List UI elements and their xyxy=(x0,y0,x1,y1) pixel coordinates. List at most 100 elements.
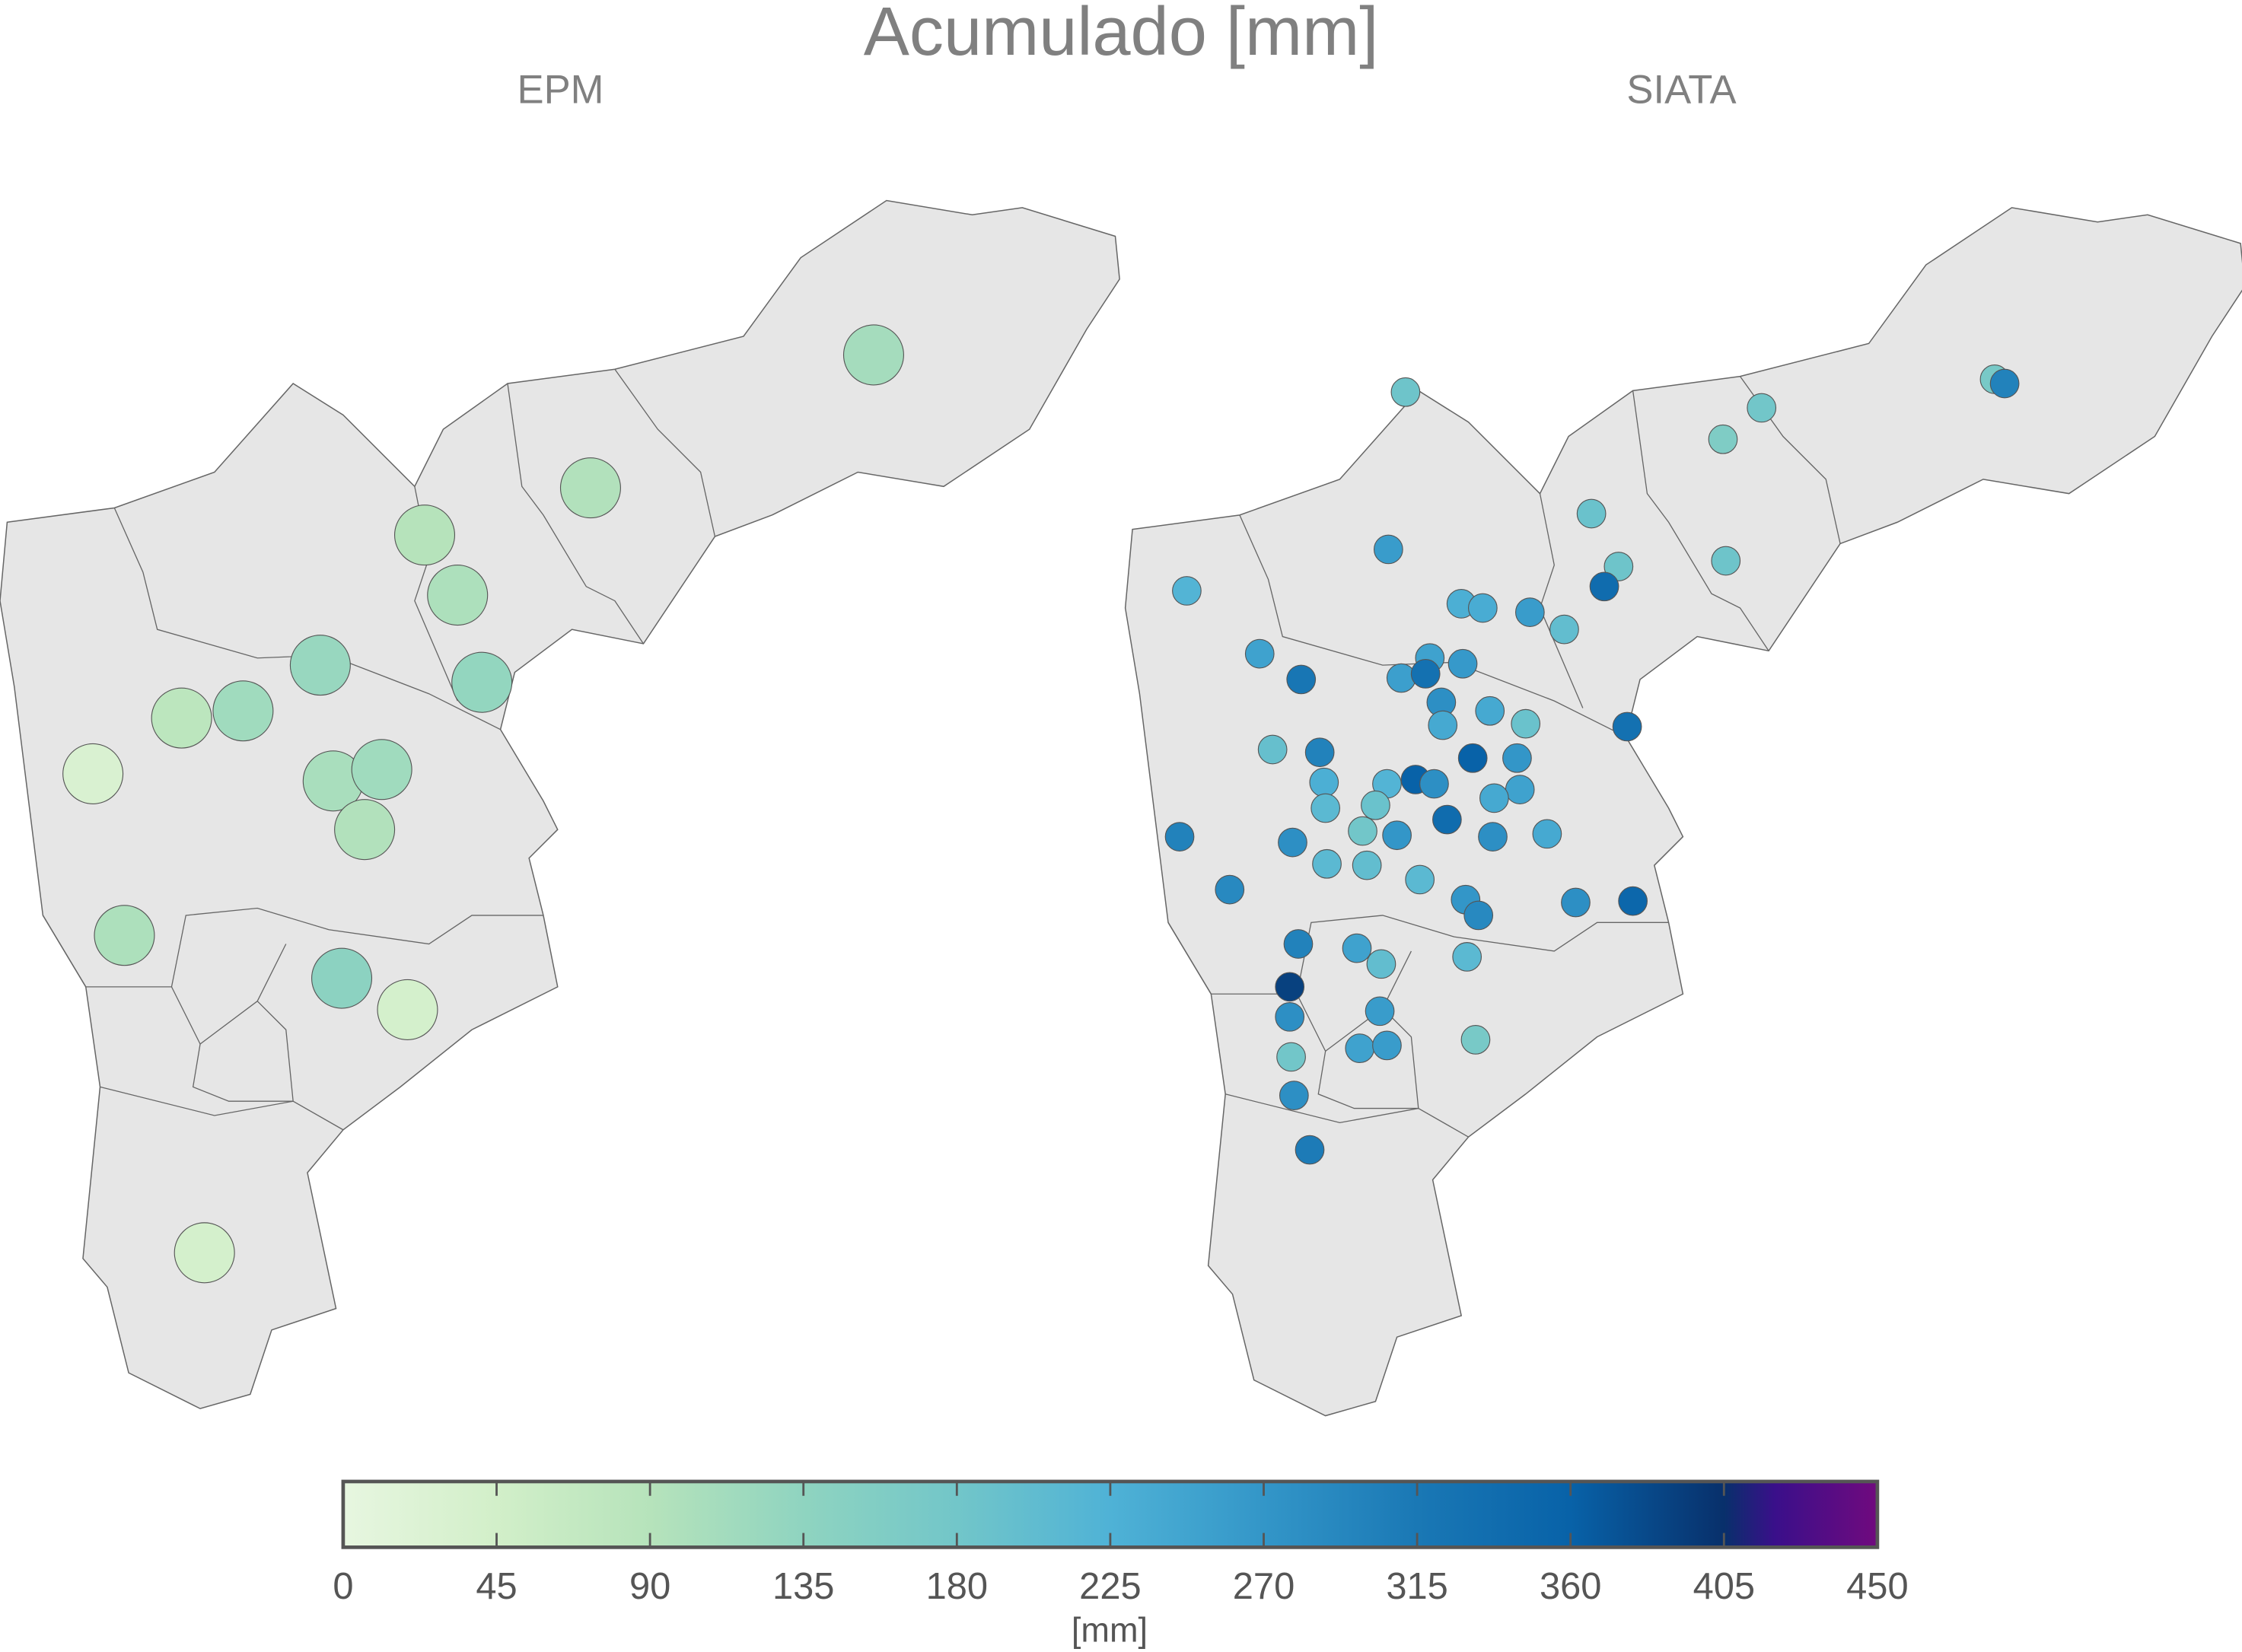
station-marker xyxy=(1279,1081,1309,1111)
station-marker xyxy=(334,799,396,861)
station-marker xyxy=(1432,804,1462,835)
subbasin-boundary xyxy=(507,383,645,645)
station-marker xyxy=(1352,850,1382,880)
station-marker xyxy=(1532,819,1562,849)
station-marker xyxy=(1373,534,1403,565)
station-marker xyxy=(1467,593,1498,623)
subbasin-boundary xyxy=(1225,1093,1469,1138)
station-marker xyxy=(1711,546,1741,576)
station-marker xyxy=(1502,743,1532,773)
station-marker xyxy=(427,565,489,626)
colorbar-tick-label: 90 xyxy=(629,1566,670,1607)
station-marker xyxy=(1304,737,1335,768)
stations-epm xyxy=(62,324,904,1284)
panel-title-siata: SIATA xyxy=(1626,68,1736,113)
region-outline xyxy=(1124,207,2242,1417)
station-marker xyxy=(1618,886,1648,916)
colorbar-tick-label: 180 xyxy=(926,1566,988,1607)
colorbar-tick-label: 225 xyxy=(1079,1566,1141,1607)
station-marker xyxy=(174,1222,235,1284)
station-marker xyxy=(1576,498,1607,529)
colorbar-tick-label: 450 xyxy=(1846,1566,1908,1607)
station-marker xyxy=(1172,576,1202,606)
station-marker xyxy=(1244,638,1275,669)
subbasin-boundary xyxy=(1239,514,1626,737)
station-marker xyxy=(1382,820,1412,851)
station-marker xyxy=(1283,929,1314,959)
station-marker xyxy=(1428,710,1458,740)
station-marker xyxy=(62,743,124,804)
station-marker xyxy=(1215,874,1245,905)
station-marker xyxy=(1164,822,1195,851)
station-marker xyxy=(1348,816,1377,846)
subbasin-boundary xyxy=(1539,493,1584,708)
station-marker xyxy=(1345,1033,1375,1064)
station-marker xyxy=(1505,775,1535,804)
subbasin-boundary xyxy=(1296,950,1412,1052)
station-marker xyxy=(1475,695,1505,726)
colorbar-tick-label: 270 xyxy=(1233,1566,1295,1607)
station-marker xyxy=(1989,368,2020,399)
station-marker xyxy=(1419,769,1449,799)
station-marker xyxy=(1511,708,1541,739)
subbasin-boundary xyxy=(192,1001,294,1102)
subbasin-boundary xyxy=(1167,915,1669,995)
station-marker xyxy=(377,979,438,1040)
subbasin-boundary xyxy=(100,1086,344,1131)
station-marker xyxy=(212,680,274,742)
colorbar-tick-label: 45 xyxy=(476,1566,517,1607)
colorbar-tick-label: 0 xyxy=(333,1566,353,1607)
station-marker xyxy=(1457,743,1488,773)
region-outline xyxy=(0,199,1120,1409)
station-marker xyxy=(1390,377,1421,407)
station-marker xyxy=(1463,900,1494,931)
colorbar-tick-label: 315 xyxy=(1386,1566,1447,1607)
station-marker xyxy=(151,687,212,749)
station-marker xyxy=(1514,597,1545,627)
station-marker xyxy=(1278,827,1307,858)
station-marker xyxy=(1561,887,1591,918)
station-marker xyxy=(1312,848,1342,879)
colorbar-tick-label: 135 xyxy=(772,1566,834,1607)
subbasin-boundary xyxy=(42,907,543,988)
station-marker xyxy=(1452,942,1482,972)
colorbar-label: [mm] xyxy=(1072,1610,1148,1649)
subbasin-boundary xyxy=(1317,1007,1419,1109)
station-marker xyxy=(1366,949,1396,979)
panel-title-epm: EPM xyxy=(518,68,604,113)
station-marker xyxy=(1365,996,1395,1027)
station-marker xyxy=(559,457,621,519)
station-marker xyxy=(1295,1135,1325,1165)
station-marker xyxy=(1276,1042,1306,1072)
station-marker xyxy=(1309,767,1339,797)
station-marker xyxy=(1460,1025,1491,1055)
station-marker xyxy=(289,635,351,696)
colorbar-tick-label: 405 xyxy=(1693,1566,1755,1607)
subbasin-boundary xyxy=(170,944,287,1046)
station-marker xyxy=(1410,659,1441,689)
station-marker xyxy=(842,324,904,386)
station-marker xyxy=(1747,393,1777,423)
map-panel-epm xyxy=(0,199,1120,1409)
colorbar-tick-label: 360 xyxy=(1540,1566,1601,1607)
station-marker xyxy=(1361,790,1390,820)
station-marker xyxy=(1286,664,1317,695)
station-marker xyxy=(1342,933,1372,963)
subbasin-boundary xyxy=(614,368,716,537)
station-marker xyxy=(1447,648,1478,679)
station-marker xyxy=(351,739,412,801)
station-marker xyxy=(311,947,373,1009)
station-marker xyxy=(1479,783,1509,813)
colorbar: 0 45 90 135 180 225 270 315 360 405 450 [mm] xyxy=(333,1479,1909,1649)
station-marker xyxy=(393,505,456,566)
station-marker xyxy=(1478,822,1508,851)
subbasin-boundary xyxy=(1632,390,1769,651)
station-marker xyxy=(1275,972,1305,1002)
station-marker xyxy=(1372,1030,1402,1061)
station-marker xyxy=(1257,734,1288,765)
station-marker xyxy=(1549,614,1579,645)
figure-title: Acumulado [mm] xyxy=(864,0,1379,70)
map-panel-siata xyxy=(1124,207,2242,1417)
station-marker xyxy=(1708,424,1738,454)
